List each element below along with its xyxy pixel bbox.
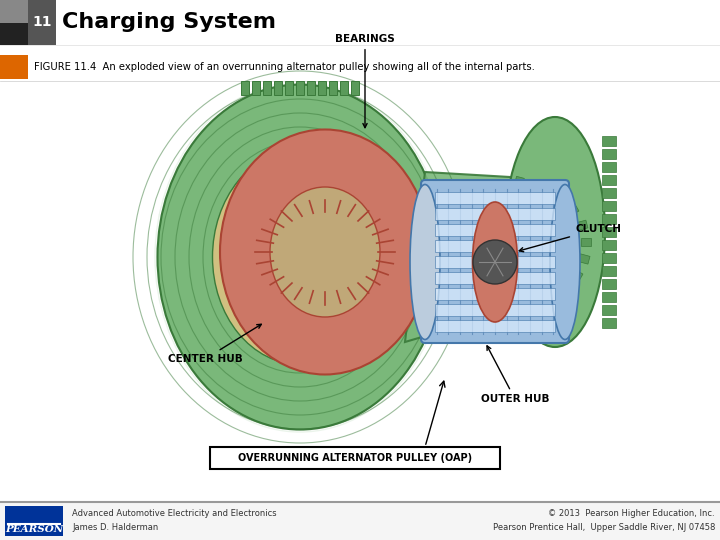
Bar [435, 208, 555, 220]
Bar [576, 220, 588, 231]
Ellipse shape [505, 117, 605, 347]
Ellipse shape [220, 130, 430, 375]
Bar [602, 279, 616, 289]
Ellipse shape [472, 202, 518, 322]
Text: © 2013  Pearson Higher Education, Inc.: © 2013 Pearson Higher Education, Inc. [549, 510, 715, 518]
Text: CLUTCH: CLUTCH [519, 224, 621, 252]
Bar [567, 204, 579, 216]
Text: FIGURE 11.4  An exploded view of an overrunning alternator pulley showing all of: FIGURE 11.4 An exploded view of an overr… [34, 62, 535, 72]
Bar [435, 256, 555, 268]
Bar [435, 288, 555, 300]
Text: James D. Halderman: James D. Halderman [72, 523, 158, 531]
Text: PEARSON: PEARSON [5, 524, 63, 534]
Bar [602, 214, 616, 224]
Bar [602, 253, 616, 263]
Polygon shape [307, 81, 315, 95]
Text: OVERRUNNING ALTERNATOR PULLEY (OAP): OVERRUNNING ALTERNATOR PULLEY (OAP) [238, 453, 472, 463]
Bar [210, 447, 500, 469]
Bar [435, 224, 555, 236]
Bar [602, 201, 616, 211]
Polygon shape [274, 81, 282, 95]
Bar [534, 181, 546, 194]
Circle shape [473, 240, 517, 284]
Bar [602, 292, 616, 302]
Text: Charging System: Charging System [62, 12, 276, 32]
Text: Advanced Automotive Electricity and Electronics: Advanced Automotive Electricity and Elec… [72, 510, 276, 518]
Bar [0, 502, 720, 540]
Polygon shape [340, 81, 348, 95]
Text: Pearson Prentice Hall,  Upper Saddle River, NJ 07458: Pearson Prentice Hall, Upper Saddle Rive… [492, 523, 715, 531]
Bar [602, 266, 616, 276]
Polygon shape [318, 81, 326, 95]
Text: BEARINGS: BEARINGS [335, 34, 395, 127]
Bar [602, 149, 616, 159]
Bar [578, 254, 590, 264]
Bar [570, 269, 583, 281]
Bar [5, 506, 63, 536]
Bar [0, 0, 28, 23]
Ellipse shape [410, 185, 440, 340]
Bar [602, 318, 616, 328]
Bar [435, 320, 555, 332]
Ellipse shape [270, 187, 380, 317]
FancyBboxPatch shape [421, 180, 569, 343]
Bar [602, 136, 616, 146]
Polygon shape [285, 81, 293, 95]
Polygon shape [263, 81, 271, 95]
Ellipse shape [550, 185, 580, 340]
Polygon shape [296, 81, 304, 95]
Bar [602, 227, 616, 237]
Polygon shape [405, 172, 595, 342]
Polygon shape [351, 81, 359, 95]
Bar [581, 238, 591, 246]
Bar [552, 191, 564, 204]
Polygon shape [241, 81, 249, 95]
Bar [602, 305, 616, 315]
Bar [602, 162, 616, 172]
Bar [435, 240, 555, 252]
Bar [602, 240, 616, 250]
Bar [0, 0, 720, 45]
Ellipse shape [212, 150, 387, 364]
Bar [602, 188, 616, 198]
Bar [435, 272, 555, 284]
Text: OUTER HUB: OUTER HUB [481, 346, 549, 404]
Polygon shape [329, 81, 337, 95]
Bar [514, 177, 524, 188]
Bar [0, 55, 28, 79]
Bar [602, 175, 616, 185]
Bar [28, 0, 56, 45]
Text: CENTER HUB: CENTER HUB [168, 325, 261, 364]
Polygon shape [252, 81, 260, 95]
Bar [435, 304, 555, 316]
Ellipse shape [158, 84, 443, 429]
Bar [435, 192, 555, 204]
Text: 11: 11 [32, 16, 52, 30]
Bar [0, 0, 28, 45]
